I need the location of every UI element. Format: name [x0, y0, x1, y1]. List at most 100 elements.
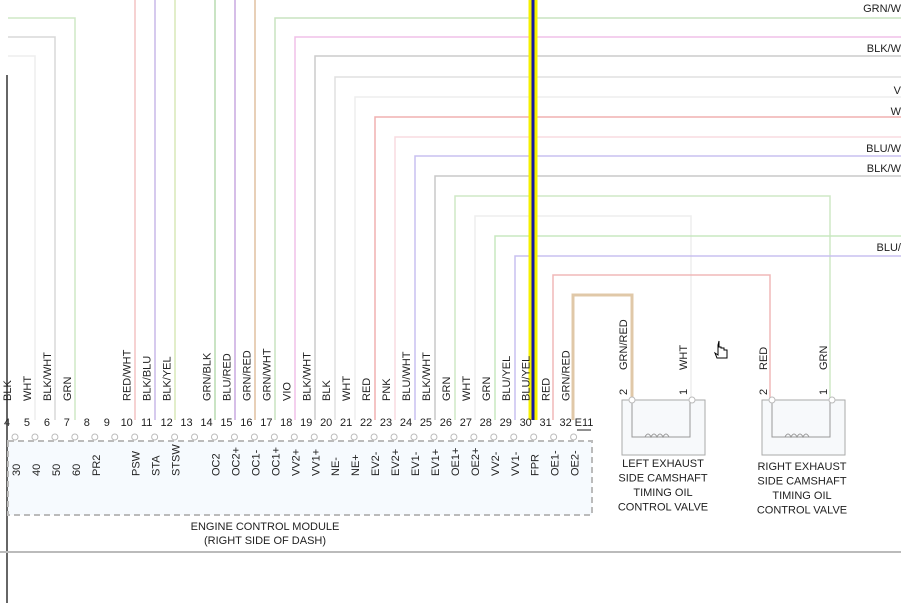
- terminal-label: OC1-: [250, 449, 262, 476]
- pin-number: 11: [141, 417, 152, 429]
- valve-pin-terminal: [768, 396, 776, 404]
- pin-number: 32: [559, 417, 571, 429]
- pin-terminal: [490, 433, 498, 441]
- pin-terminal: [510, 433, 518, 441]
- pin-number: 21: [340, 417, 352, 429]
- pin-terminal: [31, 433, 39, 441]
- terminal-label: OC1+: [270, 447, 282, 476]
- pin-terminal: [410, 433, 418, 441]
- terminal-label: STA: [151, 455, 163, 476]
- wire-label: BLU/RED: [221, 353, 233, 401]
- valve-pin-terminal: [688, 396, 696, 404]
- terminal-label: 60: [71, 464, 83, 476]
- valve-pin-number: 1: [818, 389, 830, 395]
- valve-wire-label: GRN: [818, 346, 830, 371]
- pin-terminal: [530, 433, 538, 441]
- pin-terminal: [350, 433, 358, 441]
- pin-number: 25: [420, 417, 432, 429]
- ecm-box: [7, 440, 593, 516]
- pin-terminal: [290, 433, 298, 441]
- wire-label: RED: [361, 378, 373, 401]
- terminal-label: VV2-: [490, 451, 502, 476]
- pin-terminal: [430, 433, 438, 441]
- pin-number: 7: [64, 417, 70, 429]
- terminal-label: OE2-: [570, 450, 582, 476]
- pin-terminal: [151, 433, 159, 441]
- wire-label: BLU/YEL: [501, 356, 513, 401]
- valve-pin-terminal: [828, 396, 836, 404]
- terminal-label: 30: [11, 464, 23, 476]
- pin-number: 16: [240, 417, 252, 429]
- terminal-label: NE+: [350, 454, 362, 476]
- wire: [374, 116, 901, 420]
- terminal-label: EV1-: [410, 451, 422, 476]
- pin-number: 20: [320, 417, 332, 429]
- pin-terminal: [450, 433, 458, 441]
- pin-terminal: [570, 433, 578, 441]
- wire-label: BLK: [321, 380, 333, 401]
- pin-number: 17: [260, 417, 272, 429]
- pin-number: 23: [380, 417, 392, 429]
- wire-label: WHT: [22, 376, 34, 401]
- wire: [571, 293, 634, 420]
- harness-label: BLK/W: [867, 163, 901, 175]
- wire-label: BLK/WHT: [42, 352, 54, 401]
- wire-label: BLK/BLU: [142, 356, 154, 401]
- wire-label: GRN: [441, 377, 453, 402]
- pin-terminal: [370, 433, 378, 441]
- wire-label: BLU/WHT: [401, 351, 413, 401]
- wire: [474, 215, 692, 420]
- harness-label: BLK/W: [867, 43, 901, 55]
- pin-number: 9: [104, 417, 110, 429]
- pin-number: 29: [500, 417, 512, 429]
- pin-terminal: [550, 433, 558, 441]
- pin-terminal: [111, 433, 119, 441]
- valve-label: RIGHT EXHAUST: [757, 461, 846, 473]
- pin-number: 28: [480, 417, 492, 429]
- pin-number: 13: [180, 417, 192, 429]
- pin-terminal: [330, 433, 338, 441]
- wire: [454, 195, 831, 420]
- pin-terminal: [71, 433, 79, 441]
- valve-pin-terminal: [628, 396, 636, 404]
- valve-label: SIDE CAMSHAFT: [757, 476, 847, 488]
- pin-number: 12: [160, 417, 172, 429]
- wire-label: BLK/WHT: [421, 352, 433, 401]
- pin-number: 30: [520, 417, 532, 429]
- ecm-label: ENGINE CONTROL MODULE: [191, 521, 340, 533]
- pin-terminal: [191, 433, 199, 441]
- valve-wire-label: RED: [758, 347, 770, 370]
- pin-number: 5: [24, 417, 30, 429]
- pin-terminal: [250, 433, 258, 441]
- pin-number: 8: [84, 417, 90, 429]
- terminal-label: OC2: [211, 453, 223, 476]
- pin-terminal: [470, 433, 478, 441]
- valve-label: TIMING OIL: [633, 487, 692, 499]
- wire: [514, 255, 901, 420]
- terminal-label: PSW: [131, 450, 143, 476]
- wire-label: BLK: [2, 380, 14, 401]
- pin-terminal: [390, 433, 398, 441]
- wire-label: RED: [541, 378, 553, 401]
- valve-wire-label: GRN/RED: [618, 319, 630, 370]
- terminal-label: OE2+: [470, 448, 482, 476]
- pin-number: 24: [400, 417, 412, 429]
- wire-label: GRN/RED: [561, 350, 573, 401]
- wire: [294, 36, 901, 420]
- wire-label: GRN/BLK: [202, 352, 214, 401]
- cursor: [713, 340, 728, 359]
- terminal-label: VV1-: [510, 451, 522, 476]
- pin-number: 10: [121, 417, 133, 429]
- pin-number: 19: [300, 417, 312, 429]
- pin-number: 22: [360, 417, 372, 429]
- terminal-label: NE-: [330, 457, 342, 476]
- pin-terminal: [171, 433, 179, 441]
- pin-terminal: [51, 433, 59, 441]
- terminal-label: 50: [51, 464, 63, 476]
- terminal-label: VV1+: [310, 449, 322, 476]
- wire-label: BLK/WHT: [301, 352, 313, 401]
- wire: [414, 155, 901, 420]
- wire-label: PNK: [381, 378, 393, 401]
- wire: [274, 17, 901, 420]
